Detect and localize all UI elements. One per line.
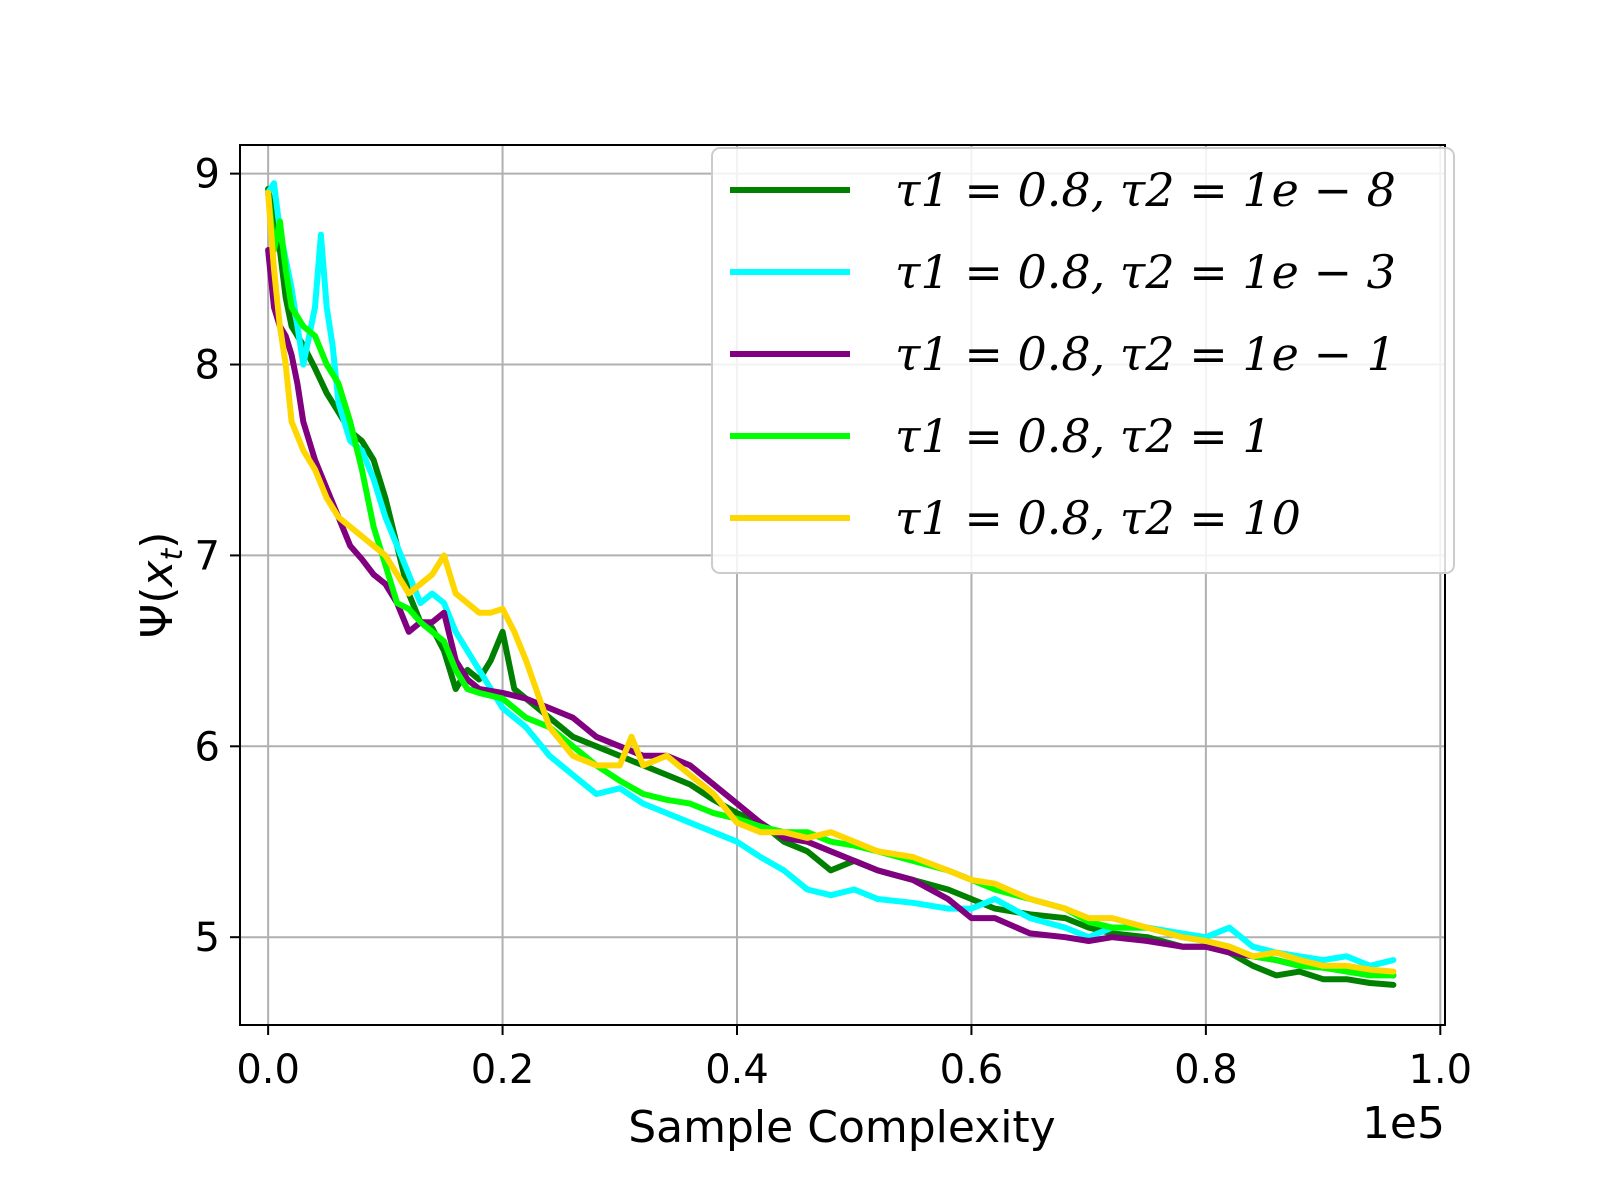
x-tick-label: 0.0 [236,1047,300,1093]
legend: τ1 = 0.8, τ2 = 1e − 8 τ1 = 0.8, τ2 = 1e −… [711,147,1455,574]
y-axis-label-close: ) [132,532,183,549]
y-tick-label: 7 [195,533,220,579]
legend-box [711,147,1455,574]
x-tick-label: 0.2 [471,1047,535,1093]
y-axis-label-sub: t [155,548,190,561]
x-tick-label: 0.6 [940,1047,1004,1093]
x-tick-label: 0.4 [705,1047,769,1093]
plot-frame [239,144,1446,1026]
series-line-5 [265,189,1397,975]
legend-label-3: τ1 = 0.8, τ2 = 1e − 1 [895,327,1396,381]
series-lines [265,180,1397,988]
legend-label-4: τ1 = 0.8, τ2 = 1 [895,409,1272,463]
x-axis-ticks: 0.0 0.2 0.4 0.6 0.8 1.0 [236,1025,1472,1093]
y-axis-label: Ψ(xt) [132,532,190,639]
legend-label-1: τ1 = 0.8, τ2 = 1e − 8 [895,163,1396,217]
x-tick-label: 1.0 [1408,1047,1472,1093]
y-tick-label: 8 [195,343,220,389]
y-axis-label-main: Ψ( [132,587,183,639]
y-axis-ticks: 5 6 7 8 9 [195,152,240,961]
legend-label-5: τ1 = 0.8, τ2 = 10 [895,491,1301,545]
y-tick-label: 6 [195,724,220,770]
x-axis-offset-label: 1e5 [1362,1098,1445,1149]
y-axis-label-var: x [132,560,183,589]
series-line-3 [265,247,1397,979]
y-tick-label: 9 [195,152,220,198]
y-tick-label: 5 [195,915,220,961]
legend-label-2: τ1 = 0.8, τ2 = 1e − 3 [895,245,1396,299]
x-tick-label: 0.8 [1174,1047,1238,1093]
x-axis-label: Sample Complexity [628,1102,1055,1153]
